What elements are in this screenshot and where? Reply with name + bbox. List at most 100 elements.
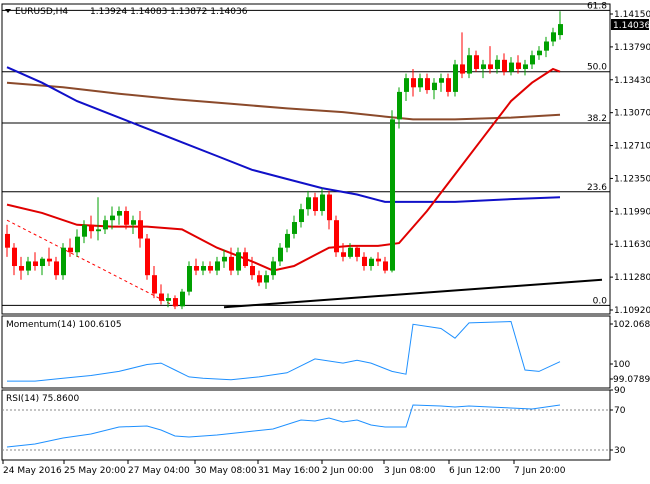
candle-body [474, 55, 479, 69]
x-tick-label: 2 Jun 00:00 [322, 466, 374, 476]
candle-body [348, 247, 353, 257]
sma-fast-line [6, 67, 561, 272]
candle-body [145, 238, 150, 276]
candle-body [446, 78, 451, 92]
candle-body [61, 247, 66, 276]
candle-body [54, 261, 59, 276]
momentum-tick-label: 100 [613, 360, 630, 370]
candle-body [208, 266, 213, 271]
candle-body [285, 233, 290, 248]
price-tick-label: 1.14150 [614, 10, 650, 20]
x-tick-label: 27 May 04:00 [128, 466, 190, 476]
candle-body [320, 194, 325, 212]
price-tick-label: 1.13790 [614, 43, 650, 53]
price-tick-label: 1.10920 [614, 306, 650, 316]
candle-body [397, 91, 402, 120]
rsi-line [6, 404, 561, 448]
fib-label-1: 50.0 [587, 63, 607, 73]
candle-body [544, 41, 549, 51]
x-tick-label: 7 Jun 20:00 [514, 466, 566, 476]
candle-body [376, 258, 381, 262]
candle-body [425, 78, 430, 91]
candle-body [271, 261, 276, 276]
candle-body [355, 247, 360, 257]
candle-body [152, 275, 157, 294]
candle-body [33, 261, 38, 267]
candle-body [12, 247, 17, 267]
last-price-tag [611, 19, 649, 30]
candle-body [201, 266, 206, 271]
candle-body [530, 55, 535, 65]
price-tick-label: 1.11280 [614, 273, 650, 283]
candle-body [439, 78, 444, 83]
candle-body [131, 220, 136, 225]
rsi-tick-label: 30 [614, 446, 626, 456]
candle-body [75, 236, 80, 253]
candle-body [516, 62, 521, 69]
candle-body [194, 266, 199, 271]
candle-body [467, 55, 472, 74]
x-tick-label: 25 May 20:00 [64, 466, 126, 476]
fib-layer: 61.8 50.0 38.2 23.6 0.0 [2, 1, 610, 307]
candle-body [236, 252, 241, 271]
price-tick-label: 1.12710 [614, 142, 650, 152]
candle-body [404, 78, 409, 92]
candle-body [243, 252, 248, 267]
candle-body [306, 197, 311, 210]
candle-body [264, 275, 269, 283]
candle-body [180, 291, 185, 307]
candle-body [40, 258, 45, 267]
candle-body [299, 209, 304, 223]
candle-body [495, 59, 500, 69]
candle-body [341, 252, 346, 257]
rsi-pane [1, 389, 611, 461]
candle-body [82, 224, 87, 237]
sma-slow-line [6, 81, 561, 121]
price-tick-label: 1.12350 [614, 174, 650, 184]
price-tick-label: 1.11990 [614, 207, 650, 217]
candle-body [124, 211, 129, 225]
candle-body [173, 298, 178, 307]
candle-body [481, 64, 486, 69]
candle-body [68, 247, 73, 253]
x-tick-label: 31 May 16:00 [258, 466, 320, 476]
rsi-label: RSI(14) 75.8600 [6, 394, 79, 404]
candle-body [488, 64, 493, 69]
fib-label-3: 23.6 [587, 183, 607, 193]
momentum-label: Momentum(14) 100.6105 [6, 320, 122, 330]
candle-body [418, 78, 423, 88]
fib-label-2: 38.2 [587, 114, 607, 124]
candle-body [117, 211, 122, 216]
candle-body [390, 119, 395, 271]
candle-body [159, 293, 164, 301]
price-pane [1, 3, 611, 315]
candle-body [5, 233, 10, 248]
rising-trendline [223, 278, 603, 309]
fib-label-0: 61.8 [587, 1, 607, 11]
dashed-trendline [6, 219, 176, 307]
candle-body [369, 258, 374, 267]
candle-body [327, 194, 332, 221]
candle-body [47, 258, 52, 262]
momentum-tick-label: 99.0789 [613, 375, 650, 385]
price-tick-label: 1.13070 [614, 109, 650, 119]
x-tick-label: 30 May 08:00 [195, 466, 257, 476]
candle-body [523, 64, 528, 69]
candle-body [187, 266, 192, 292]
last-price-label: 1.14036 [613, 21, 650, 31]
rsi-tick-label: 70 [614, 406, 626, 416]
dropdown-triangle-icon[interactable] [5, 9, 11, 13]
momentum-tick-label: 102.0687 [613, 320, 650, 330]
candle-body [138, 220, 143, 239]
fib-label-4: 0.0 [593, 296, 608, 306]
candle-body [19, 266, 24, 271]
candle-body [250, 266, 255, 276]
x-tick-label: 24 May 2016 [3, 466, 62, 476]
sma-layer [6, 66, 603, 309]
candle-body [313, 197, 318, 212]
ohlc-label: 1.13924 1.14083 1.13872 1.14036 [90, 7, 248, 17]
candle-body [460, 64, 465, 74]
candle-body [278, 247, 283, 262]
candle-layer [5, 11, 563, 310]
